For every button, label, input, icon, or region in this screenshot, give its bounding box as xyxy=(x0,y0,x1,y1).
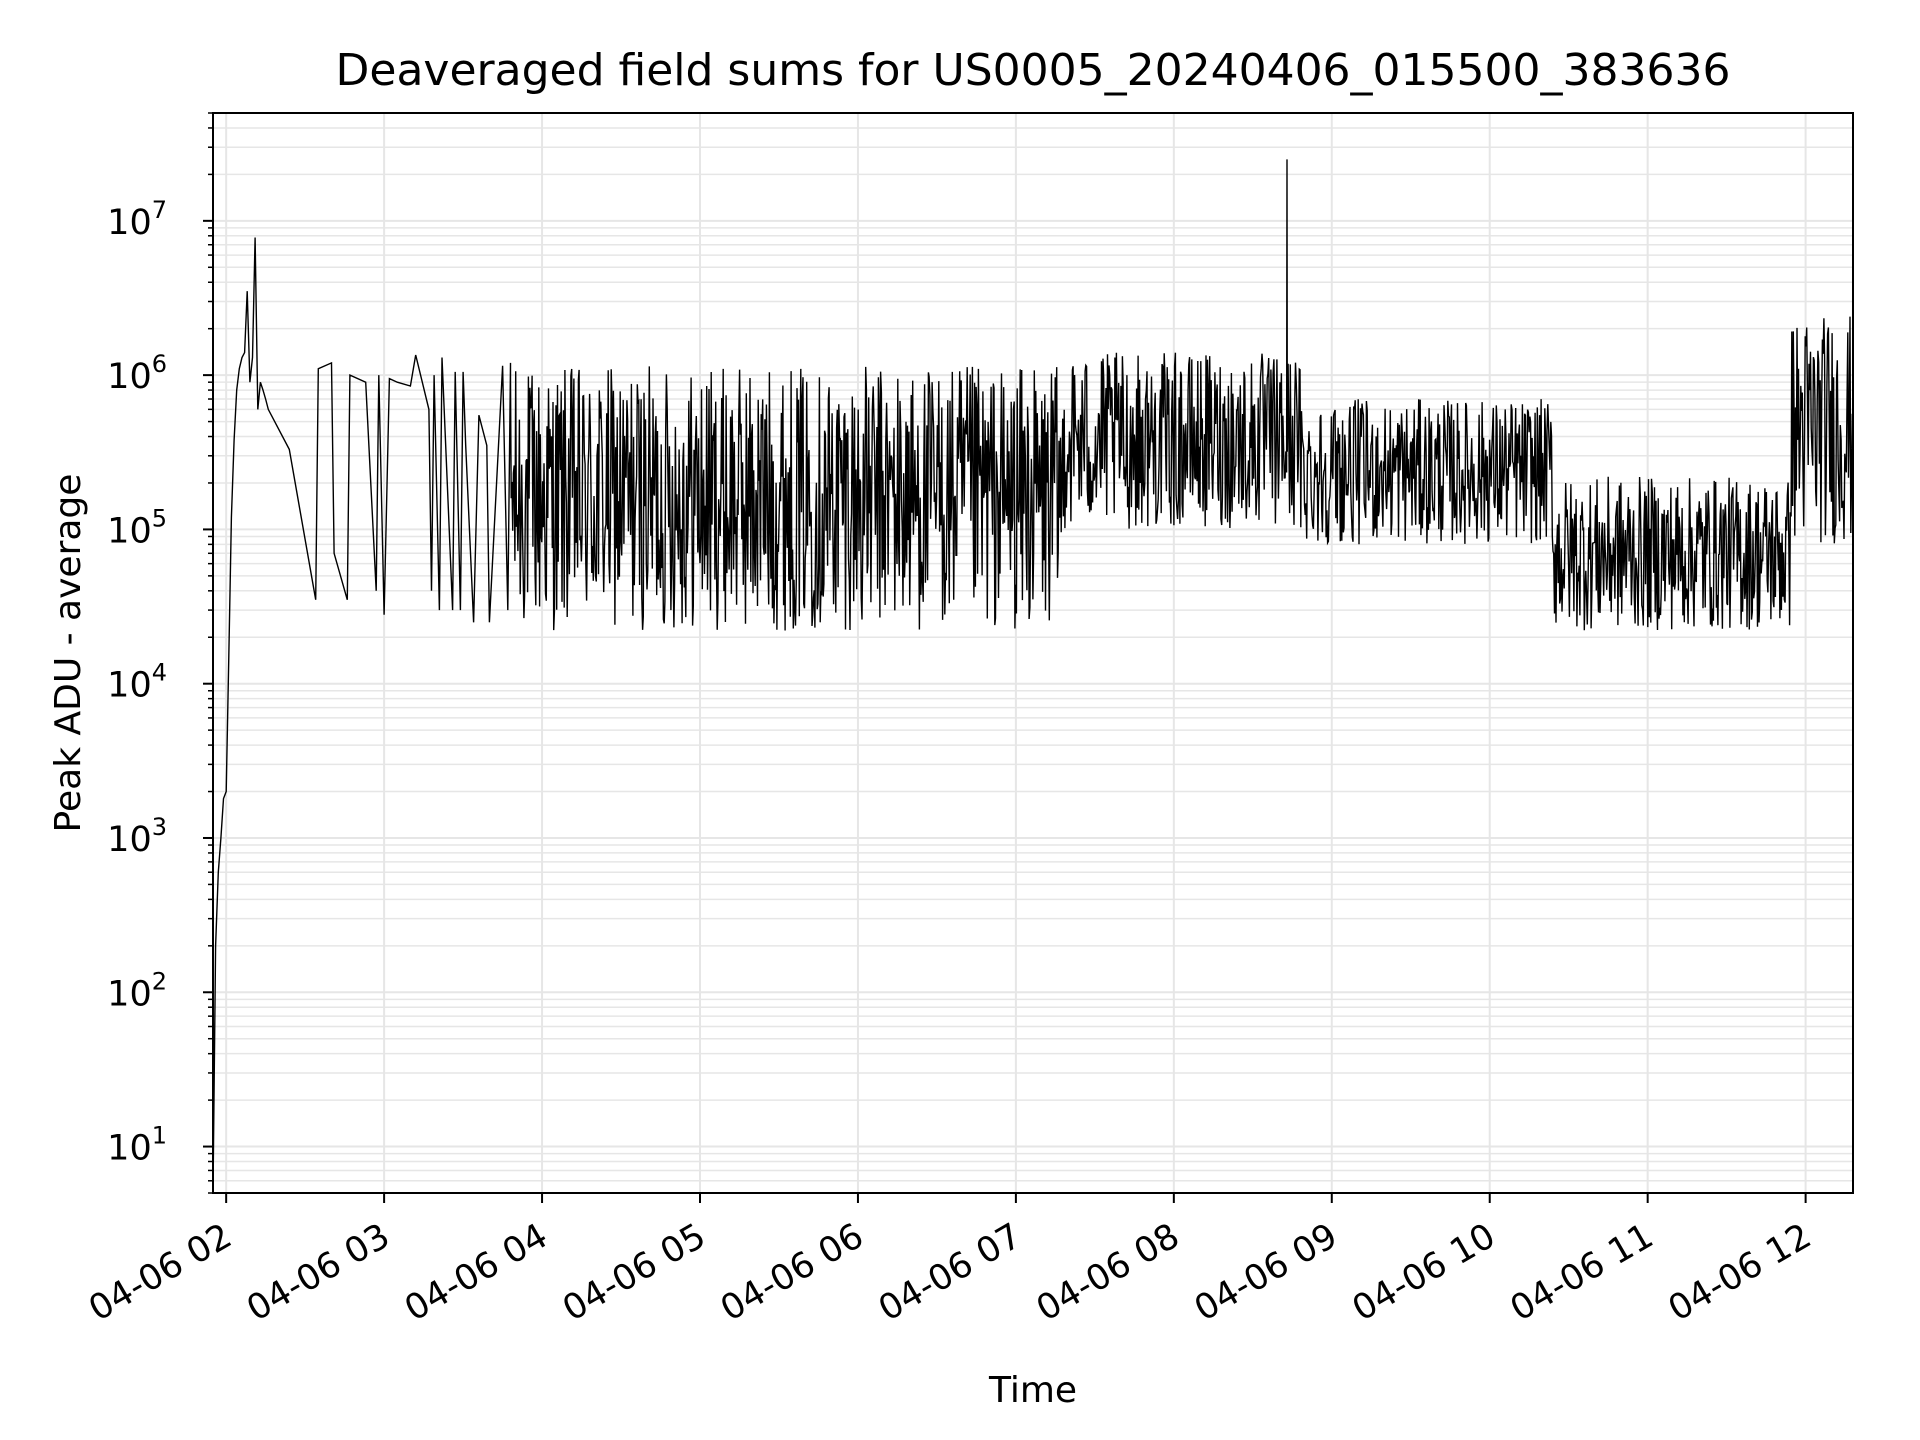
y-tick-label: 102 xyxy=(107,967,167,1014)
y-tick-label: 105 xyxy=(107,504,167,551)
chart-title: Deaveraged field sums for US0005_2024040… xyxy=(336,45,1731,96)
y-tick-label: 107 xyxy=(107,196,167,243)
data-series xyxy=(213,159,1853,1193)
y-axis: 101 102 103 104 105 106 107 xyxy=(107,112,213,1194)
y-tick-label: 103 xyxy=(107,813,167,860)
x-axis-label: Time xyxy=(988,1370,1077,1411)
plot-area-frame xyxy=(212,112,1854,1194)
y-tick-label: 106 xyxy=(107,350,167,397)
y-axis-label: Peak ADU - average xyxy=(48,474,89,833)
y-tick-label: 104 xyxy=(107,659,167,706)
y-tick-label: 101 xyxy=(107,1122,167,1169)
data-line xyxy=(213,159,1853,1193)
